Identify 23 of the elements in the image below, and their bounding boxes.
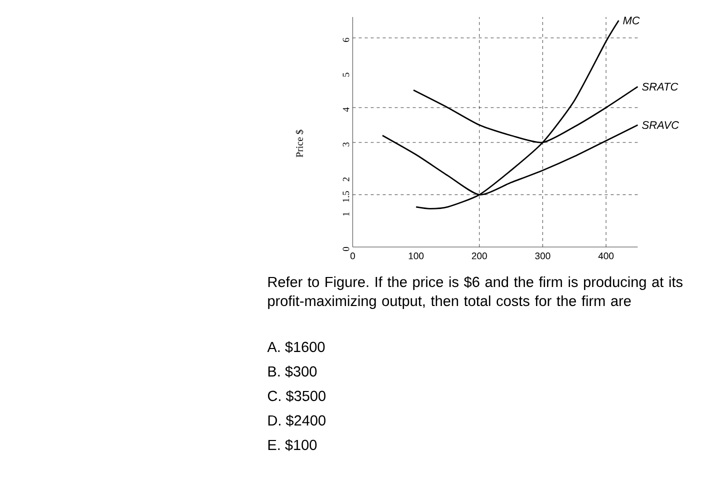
text: B. $300 (268, 366, 317, 378)
series-label: SRATC (642, 82, 678, 91)
y-tick-label: 0 (342, 246, 350, 252)
text: D. $2400 (268, 414, 326, 426)
text: A. $1600 (267, 341, 325, 353)
text: Refer to Figure. If the price is $6 and the firm is producing at its profit-maximizing output, then total costs for the firm are (268, 276, 682, 309)
y-tick-label: 3 (342, 142, 350, 146)
text: E. $100 (268, 439, 317, 451)
series-label: SRAVC (642, 121, 680, 129)
x-tick-label: 400 (598, 252, 614, 260)
y-tick-label: 6 (342, 38, 350, 42)
x-tick-label: 200 (472, 252, 487, 260)
y-tick-label: 2 (342, 177, 350, 182)
y-axis-title: Price $ (296, 130, 304, 158)
x-tick-label: 300 (535, 252, 550, 260)
y-tick-label: 1.5 (342, 191, 350, 202)
text: C. $3500 (268, 390, 326, 402)
x-tick-label: 0 (350, 252, 355, 260)
y-tick-label: 5 (342, 72, 350, 77)
y-tick-label: 1 (342, 212, 350, 216)
x-tick-label: 100 (408, 252, 424, 260)
y-tick-label: 4 (342, 107, 350, 112)
series-label: MC (623, 16, 640, 24)
